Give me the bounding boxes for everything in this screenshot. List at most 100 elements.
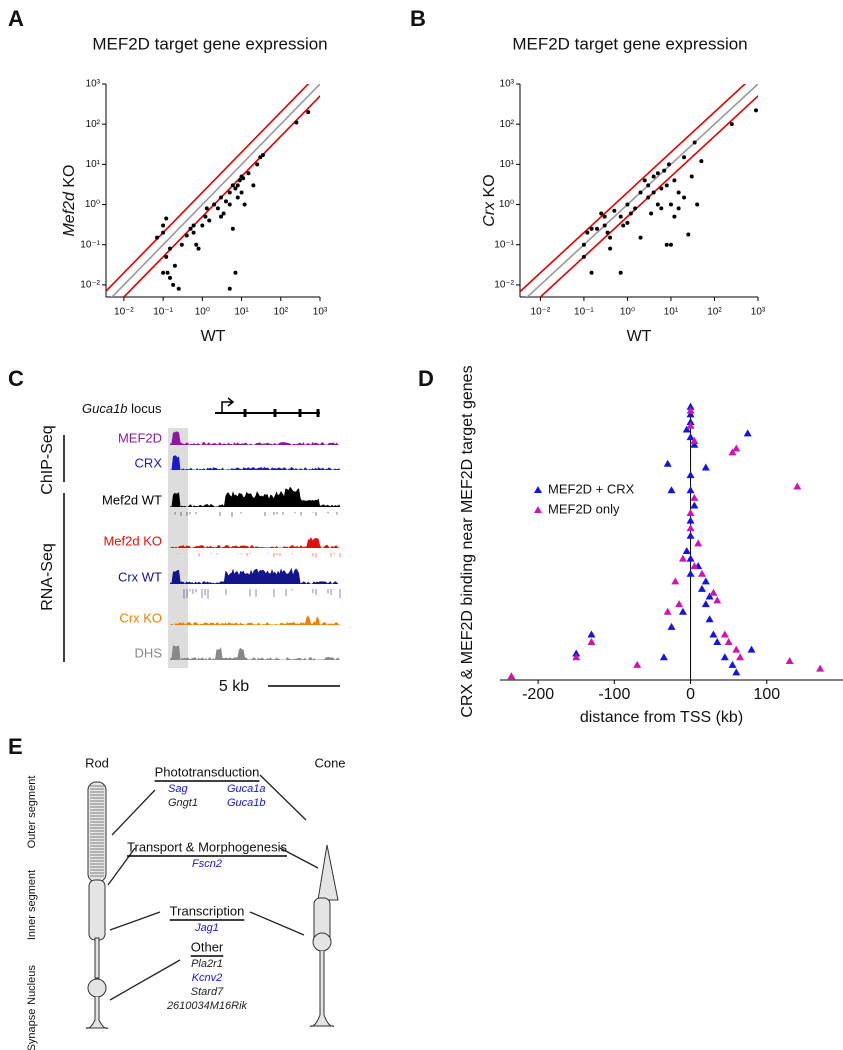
locus-label: Guca1b locus [82,401,162,416]
point [608,246,613,251]
y-tick-label: 10⁻² [80,280,100,291]
point [227,286,232,291]
point [184,233,189,238]
triangle [793,482,802,490]
point [219,195,224,200]
point [668,242,673,247]
point [625,220,630,225]
x-tick-label: 10⁰ [620,307,635,318]
triangle [697,569,706,577]
y-tick-label: 10⁻¹ [494,239,514,250]
triangle [671,577,680,585]
track-signal [170,537,340,548]
triangle [686,569,695,577]
track-label: DHS [135,645,163,660]
point [672,214,677,219]
point [230,226,235,231]
x-tick-label: 0 [686,686,695,703]
point [646,195,651,200]
x-tick-label: 10² [274,307,289,318]
triangle [686,402,695,410]
point [196,246,201,251]
y-tick-label: 10¹ [86,159,101,170]
y-label-text: KO [481,174,498,197]
legend-label: MEF2D + CRX [548,481,635,496]
y-tick-label: 10³ [86,79,101,90]
triangle [667,622,676,630]
triangle [713,596,722,604]
cells [85,781,339,1029]
group-title: Other [191,939,224,954]
triangle [659,653,668,661]
triangle [728,448,737,456]
point [689,174,694,179]
gene-name: Guca1a [227,783,266,795]
track-signal [170,455,340,470]
track-label: CRX [135,455,163,470]
point [686,232,691,237]
x-tick-label: 10³ [751,307,766,318]
triangle [701,463,710,471]
legend-swatch [534,486,542,493]
chart-title: MEF2D target gene expression [92,34,327,53]
cell-label: Cone [314,755,345,770]
point [672,178,677,183]
point [602,223,607,228]
triangle [507,672,516,680]
point [215,206,220,211]
point [646,183,651,188]
x-tick-label: 100 [753,686,780,703]
point [251,183,256,188]
triangle [736,653,745,661]
segment-label: Inner segment [26,870,38,940]
point [655,171,660,176]
triangle [705,592,714,600]
triangle [667,486,676,494]
locus-text: locus [131,401,162,416]
segment-label: Synapse [26,1009,38,1050]
triangle [728,660,737,668]
y-label-gene: Mef2d [61,191,78,237]
rod-stalk [94,937,100,979]
point [176,286,181,291]
point [666,162,671,167]
panel-letter: B [410,6,426,31]
point [212,202,217,207]
point [599,211,604,216]
track-label: Mef2d KO [103,533,162,548]
x-tick-label: -100 [598,686,630,703]
triangle [686,509,695,517]
point [589,270,594,275]
reference-line [526,84,758,297]
point [161,223,166,228]
gene-name: Kcnv2 [192,972,223,984]
group-title: Transcription [170,903,245,918]
point [605,230,610,235]
y-tick-label: 10² [86,119,101,130]
point [589,226,594,231]
point [235,195,240,200]
triangle [663,607,672,615]
x-axis-label: WT [627,328,652,345]
y-tick-label: 10¹ [500,159,515,170]
x-tick-label: 10¹ [234,307,249,318]
point [668,202,673,207]
track-reverse [174,512,338,517]
rod-nucleus [87,978,107,998]
triangle [678,554,687,562]
point [581,242,586,247]
point [237,178,242,183]
point [191,230,196,235]
point [171,282,176,287]
track-signal [170,486,340,507]
y-tick-label: 10³ [500,79,515,90]
triangle [701,577,710,585]
triangle [686,516,695,524]
point [246,171,251,176]
point [204,206,209,211]
point [608,235,613,240]
rod-inner [88,879,106,941]
triangle [709,630,718,638]
triangle [713,638,722,646]
legend-label: MEF2D only [548,501,620,516]
